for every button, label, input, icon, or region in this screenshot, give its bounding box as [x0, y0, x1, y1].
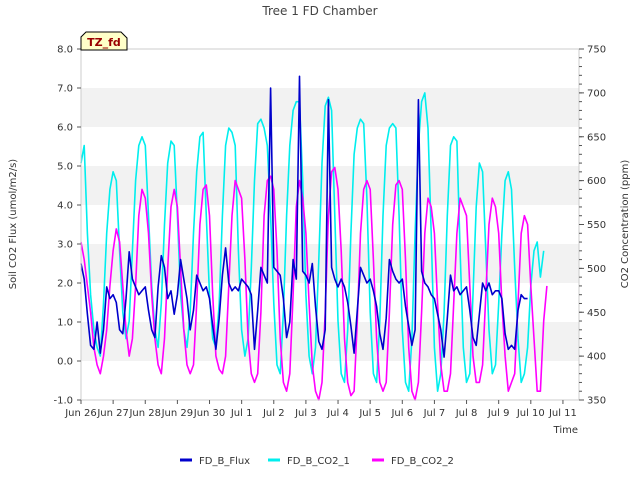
y-tick-label: -1.0 — [53, 396, 73, 407]
y-axis-left: -1.0 0.0 1.0 2.0 3.0 4.0 5.0 6.0 7.0 8.0 — [53, 45, 81, 407]
y2-tick-label: 750 — [587, 45, 606, 56]
grid-band — [81, 88, 579, 127]
x-tick-label: Jul 2 — [262, 408, 285, 419]
y2-tick-label: 600 — [587, 176, 606, 187]
x-tick-label: Jul 9 — [487, 408, 510, 419]
x-tick-label: Jun 28 — [128, 408, 161, 419]
x-tick-label: Jul 6 — [390, 408, 413, 419]
y-axis-label: Soil CO2 Flux (umol/m2/s) — [8, 159, 19, 289]
site-tag: TZ_fd — [80, 31, 128, 51]
y2-axis-label: CO2 Concentration (ppm) — [620, 160, 631, 289]
y-tick-label: 4.0 — [57, 201, 73, 212]
series-line-FD_B_CO2_2 — [80, 166, 548, 401]
grid-band — [81, 283, 579, 322]
series-line-FD_B_Flux — [80, 75, 528, 358]
x-tick-label: Jun 30 — [193, 408, 226, 419]
y2-tick-label: 400 — [587, 352, 606, 363]
x-tick-label: Jul 5 — [358, 408, 381, 419]
x-tick-label: Jul 11 — [548, 408, 577, 419]
grid-band — [81, 361, 579, 400]
x-axis: Jun 26 Jun 27 Jun 28 Jun 29 Jun 30 Jul 1 Jul 2… — [64, 400, 577, 419]
y2-tick-label: 700 — [587, 88, 606, 99]
y2-tick-label: 350 — [587, 396, 606, 407]
y2-tick-label: 650 — [587, 132, 606, 143]
x-tick-label: Jun 26 — [64, 408, 97, 419]
x-tick-label: Jun 27 — [96, 408, 129, 419]
x-tick-label: Jul 8 — [455, 408, 478, 419]
x-tick-label: Jul 1 — [230, 408, 253, 419]
site-tag-box — [80, 31, 128, 51]
legend-label: FD_B_CO2_1 — [287, 456, 350, 467]
y-axis-right: 350 400 450 500 550 600 650 700 750 — [579, 45, 606, 407]
y2-tick-label: 500 — [587, 264, 606, 275]
y-tick-label: 5.0 — [57, 162, 73, 173]
series-layer — [80, 75, 548, 401]
y-tick-label: 8.0 — [57, 45, 73, 56]
series-line-FD_B_CO2_1 — [80, 92, 545, 393]
x-tick-label: Jul 3 — [294, 408, 317, 419]
legend-label: FD_B_Flux — [199, 456, 250, 467]
x-tick-label: Jul 4 — [326, 408, 349, 419]
x-tick-label: Jul 7 — [423, 408, 446, 419]
legend-label: FD_B_CO2_2 — [391, 456, 454, 467]
x-tick-label: Jun 29 — [161, 408, 194, 419]
y-tick-label: 2.0 — [57, 279, 73, 290]
x-tick-label: Jul 10 — [516, 408, 545, 419]
y-tick-label: 3.0 — [57, 240, 73, 251]
y2-tick-label: 450 — [587, 308, 606, 319]
grid-band — [81, 244, 579, 283]
legend: FD_B_Flux FD_B_CO2_1 FD_B_CO2_2 — [180, 456, 454, 467]
y-tick-label: 1.0 — [57, 318, 73, 329]
grid-band — [81, 49, 579, 88]
chart-title: Tree 1 FD Chamber — [261, 4, 377, 18]
y-tick-label: 6.0 — [57, 123, 73, 134]
x-axis-label: Time — [553, 425, 578, 436]
y2-tick-label: 550 — [587, 220, 606, 231]
y-tick-label: 0.0 — [57, 357, 73, 368]
site-tag-label: TZ_fd — [87, 36, 121, 49]
y-tick-label: 7.0 — [57, 84, 73, 95]
